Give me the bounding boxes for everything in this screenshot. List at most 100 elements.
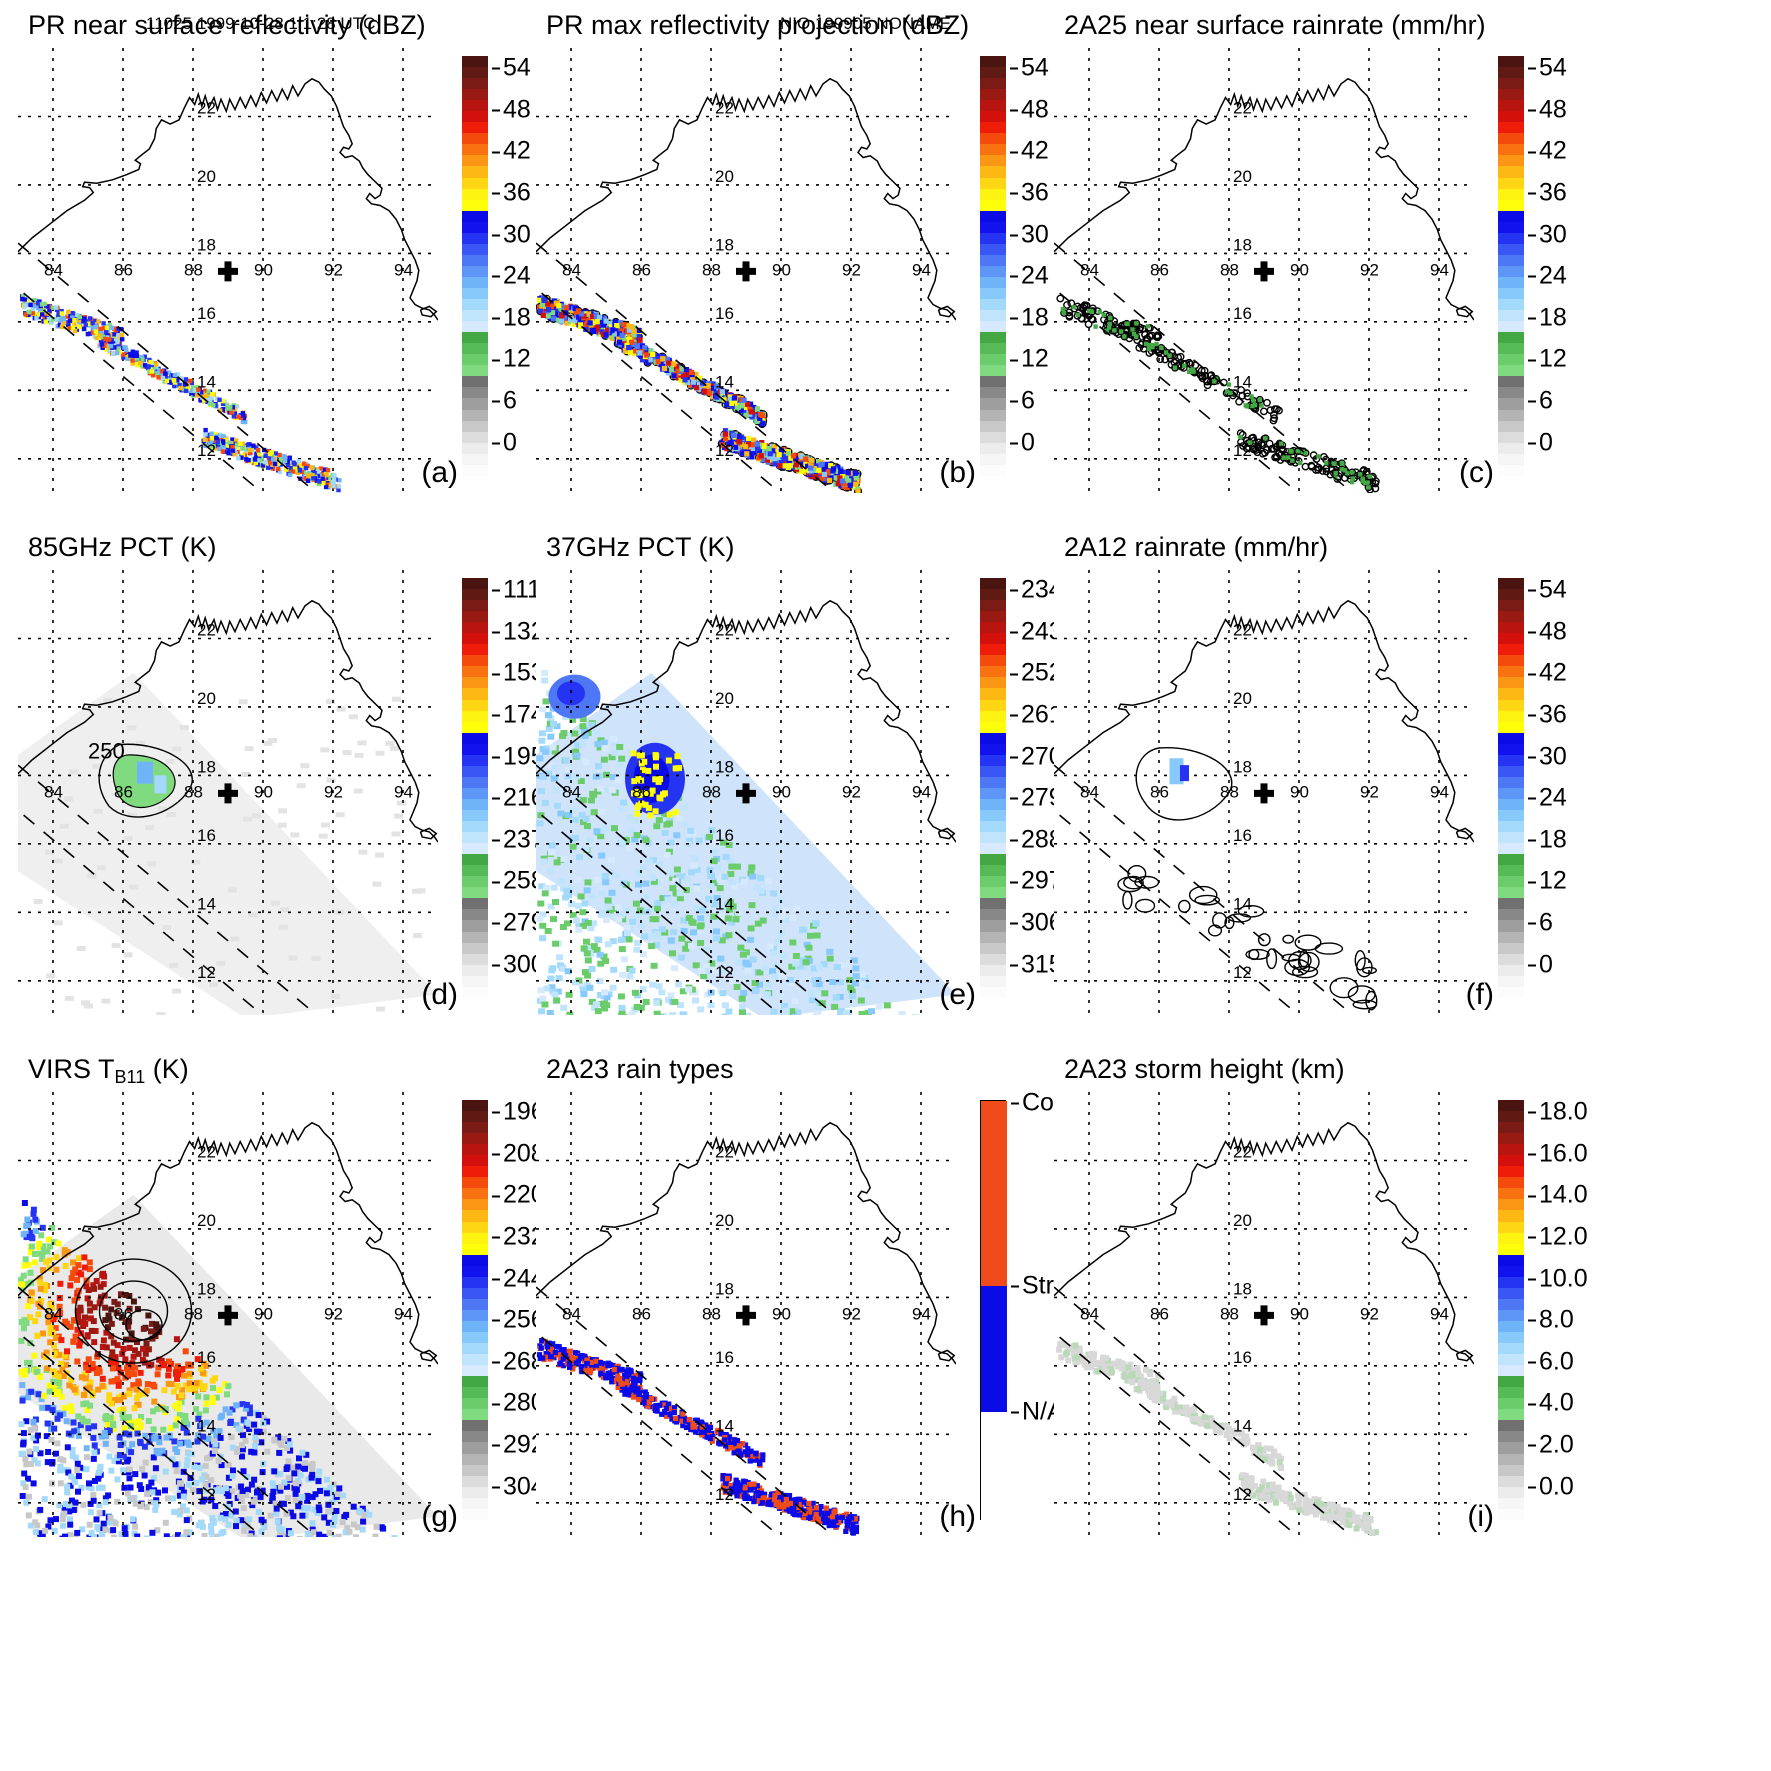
colorbar-segment: [980, 633, 1006, 645]
tick-label: 30: [503, 220, 531, 248]
colorbar-segment: [462, 787, 488, 799]
colorbar-segment: [462, 865, 488, 877]
colorbar-segment: [462, 122, 488, 134]
colorbar-segment: [1498, 887, 1524, 899]
tick-label: 0: [1539, 950, 1553, 979]
map-h: 84 86 88 90 92 94 22 20 18 16 14 12: [536, 1092, 956, 1537]
tick-dash: [1528, 964, 1536, 967]
colorbar-segment: [1498, 1453, 1524, 1465]
tick-dash: [1011, 1285, 1019, 1288]
colorbar-segment: [462, 276, 488, 288]
colorbar-tick: 30: [1528, 742, 1567, 771]
colorbar-segment: [462, 964, 488, 976]
colorbar-segment: [980, 821, 1006, 833]
tick-label: 4.0: [1539, 1388, 1574, 1417]
colorbar-segment: [462, 254, 488, 266]
colorbar-segment: [462, 1177, 488, 1189]
colorbar-segment: [1498, 699, 1524, 711]
colorbar-segment: [1498, 1331, 1524, 1344]
tick-dash: [492, 964, 500, 967]
colorbar-segment: [462, 287, 488, 300]
colorbar-segment: [462, 1365, 488, 1377]
svg-text:90: 90: [772, 260, 791, 279]
tick-label: 8.0: [1539, 1305, 1574, 1334]
colorbar-segment: [1498, 920, 1524, 932]
colorbar-segment: [980, 56, 1006, 68]
tick-dash: [1528, 109, 1536, 112]
colorbar-segment: [1498, 1111, 1524, 1123]
colorbar-segment: [462, 1464, 488, 1476]
colorbar-segment: [980, 931, 1006, 943]
svg-text:18: 18: [715, 757, 734, 776]
colorbar-segment: [462, 854, 488, 866]
svg-text:22: 22: [1233, 620, 1252, 639]
svg-text:84: 84: [44, 782, 63, 801]
colorbar-tick: 30: [1010, 220, 1049, 249]
colorbar-segment: [462, 1420, 488, 1432]
colorbar-ticklabels-i: 18.0 16.0 14.0 12.0 10.0 8.0 6.0 4.0 2.0 0.0: [1528, 1098, 1618, 1520]
colorbar-segment: [980, 655, 1006, 667]
tick-label: 12: [503, 344, 531, 373]
colorbar-segment: [1498, 765, 1524, 777]
colorbar-segment: [462, 398, 488, 410]
colorbar-segment: [462, 431, 488, 443]
colorbar-segment: [462, 100, 488, 112]
colorbar-segment: [1498, 1254, 1524, 1266]
colorbar-segment: [1498, 578, 1524, 590]
colorbar-segment: [462, 1122, 488, 1134]
colorbar-segment: [1498, 854, 1524, 866]
colorbar-segment: [980, 420, 1006, 432]
svg-text:14: 14: [1233, 372, 1252, 391]
colorbar-segment: [980, 843, 1006, 855]
tick-dash: [492, 1111, 500, 1114]
colorbar-segment: [980, 398, 1006, 410]
colorbar-segment: [1498, 1133, 1524, 1145]
colorbar-segment: [1498, 155, 1524, 167]
svg-text:94: 94: [394, 782, 413, 801]
colorbar-segment: [980, 210, 1006, 222]
colorbar-segment: [462, 155, 488, 167]
svg-text:250: 250: [88, 738, 125, 763]
colorbar-segment: [980, 666, 1006, 678]
tick-dash: [492, 922, 500, 925]
svg-text:16: 16: [715, 826, 734, 845]
colorbar-segment: [1498, 376, 1524, 388]
colorbar-segment: [1498, 1376, 1524, 1388]
colorbar-segment: [980, 765, 1006, 777]
colorbar-segment: [1498, 931, 1524, 943]
colorbar-segment: [462, 89, 488, 101]
colorbar-segment: [462, 655, 488, 667]
tick-label: 12: [1539, 866, 1567, 895]
panel-e: 37GHz PCT (K) 84 86 88 90 92 94 22 20 18 16 14 12 (e)…: [518, 532, 1063, 1040]
colorbar-tick: 0: [1528, 428, 1553, 457]
tick-dash: [492, 756, 500, 759]
tick-label: 48: [1539, 617, 1567, 646]
colorbar-tick: 36: [1010, 178, 1049, 207]
colorbar-segment: [981, 1285, 1007, 1412]
colorbar-segment: [462, 1453, 488, 1465]
colorbar-segment: [462, 464, 488, 476]
colorbar-tick: 6: [1528, 909, 1553, 938]
colorbar-segment: [980, 920, 1006, 932]
colorbar-tick: 24: [492, 262, 531, 291]
colorbar-segment: [1498, 1475, 1524, 1487]
colorbar-segment: [1498, 1100, 1524, 1112]
colorbar-segment: [980, 376, 1006, 388]
colorbar-tick: 48: [1528, 617, 1567, 646]
colorbar-tick: 42: [1528, 137, 1567, 166]
colorbar-segment: [462, 887, 488, 899]
colorbar-tick: 18.0: [1528, 1098, 1588, 1127]
colorbar-tick: 6: [1010, 387, 1035, 416]
svg-text:88: 88: [184, 782, 203, 801]
colorbar-tick: 30: [492, 220, 531, 249]
svg-text:12: 12: [197, 441, 216, 460]
colorbar-tick: 0: [492, 428, 517, 457]
colorbar-tick: 0: [1010, 428, 1035, 457]
colorbar-segment: [462, 453, 488, 465]
colorbar-segment: [462, 354, 488, 366]
tick-label: 0: [1539, 428, 1553, 457]
map-g: 84 86 88 90 92 94 22 20 18 16 14 12: [18, 1092, 438, 1537]
colorbar-segment: [462, 876, 488, 888]
colorbar-segment: [980, 100, 1006, 112]
colorbar-segment: [462, 199, 488, 211]
